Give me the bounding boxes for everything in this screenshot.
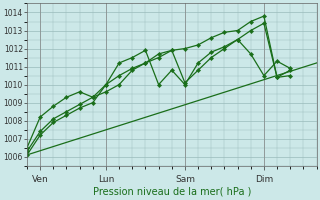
X-axis label: Pression niveau de la mer( hPa ): Pression niveau de la mer( hPa )	[92, 187, 251, 197]
